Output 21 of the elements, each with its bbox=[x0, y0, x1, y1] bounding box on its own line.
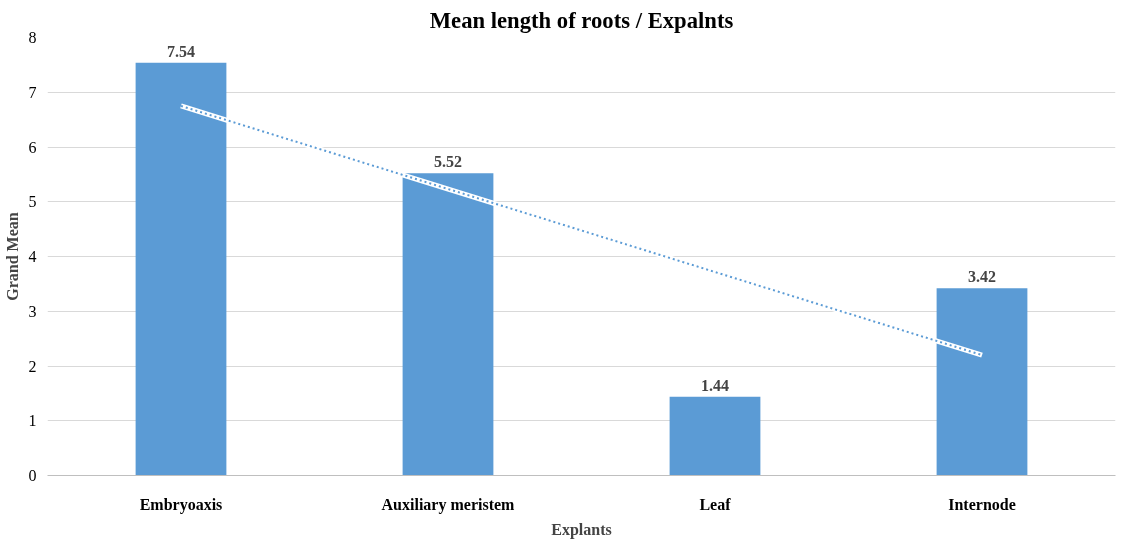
data-label: 7.54 bbox=[167, 42, 195, 60]
data-label: 5.52 bbox=[434, 153, 462, 171]
bar bbox=[669, 396, 761, 476]
x-tick-label: Embryoaxis bbox=[139, 495, 223, 514]
data-label: 3.42 bbox=[968, 268, 996, 286]
y-tick-label: 4 bbox=[28, 248, 37, 265]
y-tick-label: 7 bbox=[28, 83, 37, 101]
y-tick-label: 8 bbox=[28, 29, 37, 46]
y-tick-label: 2 bbox=[28, 357, 37, 375]
y-tick-label: 3 bbox=[28, 302, 37, 320]
y-tick-label: 1 bbox=[28, 412, 37, 430]
y-tick-label: 6 bbox=[28, 138, 37, 156]
data-label: 1.44 bbox=[701, 376, 729, 394]
x-tick-label: Internode bbox=[948, 495, 1016, 513]
y-tick-label: 5 bbox=[28, 193, 37, 211]
chart-title: Mean length of roots / Expalnts bbox=[429, 7, 734, 33]
x-tick-label: Leaf bbox=[699, 495, 732, 513]
y-axis-title: Grand Mean bbox=[3, 212, 21, 301]
x-axis-title: Explants bbox=[551, 520, 612, 539]
y-tick-label: 0 bbox=[28, 467, 37, 484]
x-tick-label: Auxiliary meristem bbox=[381, 495, 516, 514]
